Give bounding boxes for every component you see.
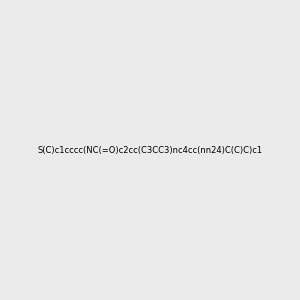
Text: S(C)c1cccc(NC(=O)c2cc(C3CC3)nc4cc(nn24)C(C)C)c1: S(C)c1cccc(NC(=O)c2cc(C3CC3)nc4cc(nn24)C…	[38, 146, 262, 154]
